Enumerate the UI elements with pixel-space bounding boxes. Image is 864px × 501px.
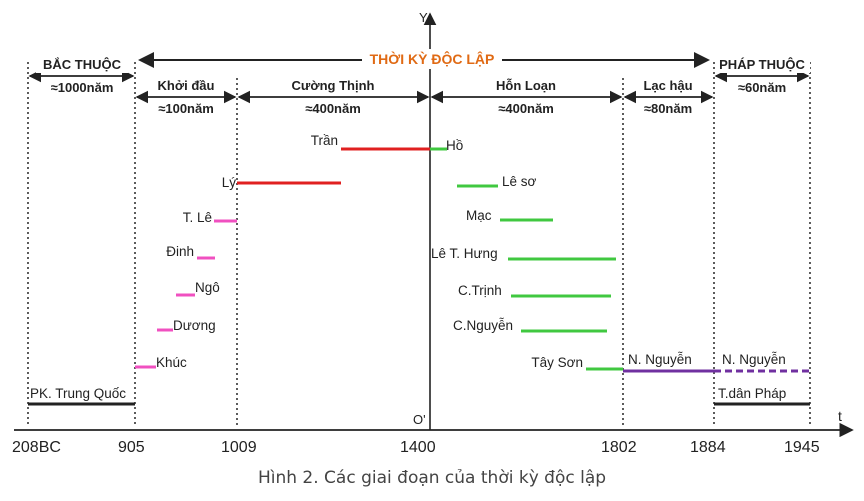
label-dinh: Đinh <box>166 244 194 259</box>
period-hon-loan-duration: ≈400năm <box>498 101 554 116</box>
y-axis-label: Y <box>419 10 428 25</box>
label-c-nguyen: C.Nguyễn <box>453 318 513 333</box>
tick-208bc: 208BC <box>12 439 61 456</box>
label-t-le: T. Lê <box>183 210 212 225</box>
dynasty-bars <box>28 147 810 406</box>
tick-labels: 208BC 905 1009 1400 1802 1884 1945 <box>12 439 820 456</box>
label-n-nguyen-1: N. Nguyễn <box>628 352 692 367</box>
period-cuong-thinh-duration: ≈400năm <box>305 101 361 116</box>
label-ngo: Ngô <box>195 280 220 295</box>
label-c-trinh: C.Trịnh <box>458 283 502 298</box>
tick-1009: 1009 <box>221 439 257 456</box>
period-phap-thuoc-duration: ≈60năm <box>738 80 786 95</box>
tick-1400: 1400 <box>400 439 436 456</box>
period-khoi-dau-name: Khởi đầu <box>158 78 215 93</box>
label-le-so: Lê sơ <box>502 174 537 189</box>
period-lac-hau-duration: ≈80năm <box>644 101 692 116</box>
label-n-nguyen-2: N. Nguyễn <box>722 352 786 367</box>
label-t-dan-phap: T.dân Pháp <box>718 386 786 401</box>
period-bac-thuoc-duration: ≈1000năm <box>51 80 114 95</box>
label-pk-trung-quoc: PK. Trung Quốc <box>30 386 126 401</box>
period-labels: BẮC THUỘC ≈1000năm Khởi đầu ≈100năm Cườn… <box>36 55 810 117</box>
figure-caption: Hình 2. Các giai đoạn của thời kỳ độc lậ… <box>257 468 607 488</box>
t-axis-label: t <box>838 408 842 424</box>
label-duong: Dương <box>173 318 216 333</box>
period-cuong-thinh-name: Cường Thịnh <box>292 78 375 93</box>
label-khuc: Khúc <box>156 355 187 370</box>
period-lac-hau-name: Lạc hậu <box>643 78 692 93</box>
tick-1884: 1884 <box>690 439 726 456</box>
label-ho: Hồ <box>446 138 463 153</box>
period-khoi-dau-duration: ≈100năm <box>158 101 214 116</box>
tick-1802: 1802 <box>601 439 637 456</box>
dynasty-labels: Trần Lý T. Lê Đinh Ngô Dương Khúc Hồ Lê … <box>30 133 786 401</box>
label-tran: Trần <box>311 133 338 148</box>
period-bac-thuoc-name: BẮC THUỘC <box>43 57 122 72</box>
origin-label: O' <box>413 412 426 427</box>
tick-1945: 1945 <box>784 439 820 456</box>
label-le-t-hung: Lê T. Hưng <box>431 246 498 261</box>
label-tay-son: Tây Sơn <box>531 355 583 370</box>
label-mac: Mạc <box>466 208 492 223</box>
period-phap-thuoc-name: PHÁP THUỘC <box>719 57 805 72</box>
label-ly: Lý <box>222 175 237 190</box>
period-separators <box>27 62 811 425</box>
period-hon-loan-name: Hỗn Loạn <box>496 78 556 93</box>
tick-905: 905 <box>118 439 145 456</box>
independence-label: THỜI KỲ ĐỘC LẬP <box>370 50 495 67</box>
